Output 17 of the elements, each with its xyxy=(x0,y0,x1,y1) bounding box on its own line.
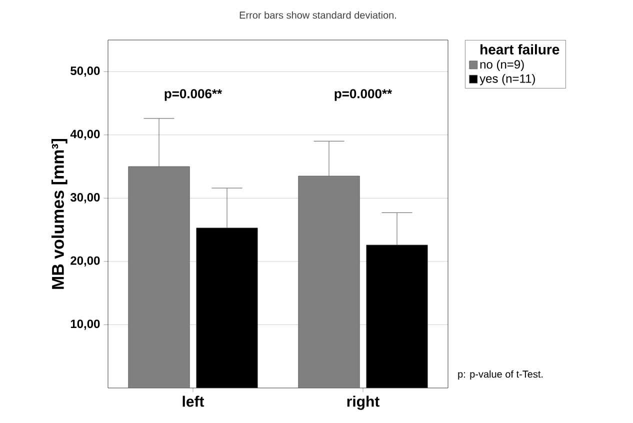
annotation: p=0.000** xyxy=(334,89,392,101)
x-tick-label: left xyxy=(182,396,204,407)
text: p: p-value of t-Test. xyxy=(458,370,543,380)
y-tick-label: 30,00 xyxy=(70,193,100,204)
annotation: p=0.006** xyxy=(164,89,222,101)
legend-label: yes (n=11) xyxy=(480,74,535,86)
x-tick-label: right xyxy=(347,396,380,410)
chart-title: Error bars show standard deviation. xyxy=(240,11,396,19)
bar xyxy=(298,176,360,388)
legend-label: no (n=9) xyxy=(480,60,524,72)
y-axis-title: MB volumes [mm³] xyxy=(51,138,68,289)
legend-title: heart failure xyxy=(480,44,560,54)
y-tick-label: 10,00 xyxy=(70,320,100,330)
bar xyxy=(128,166,190,388)
y-tick-label: 20,00 xyxy=(70,256,100,267)
y-tick-label: 40,00 xyxy=(70,130,100,140)
y-tick-label: 50,00 xyxy=(70,66,100,77)
